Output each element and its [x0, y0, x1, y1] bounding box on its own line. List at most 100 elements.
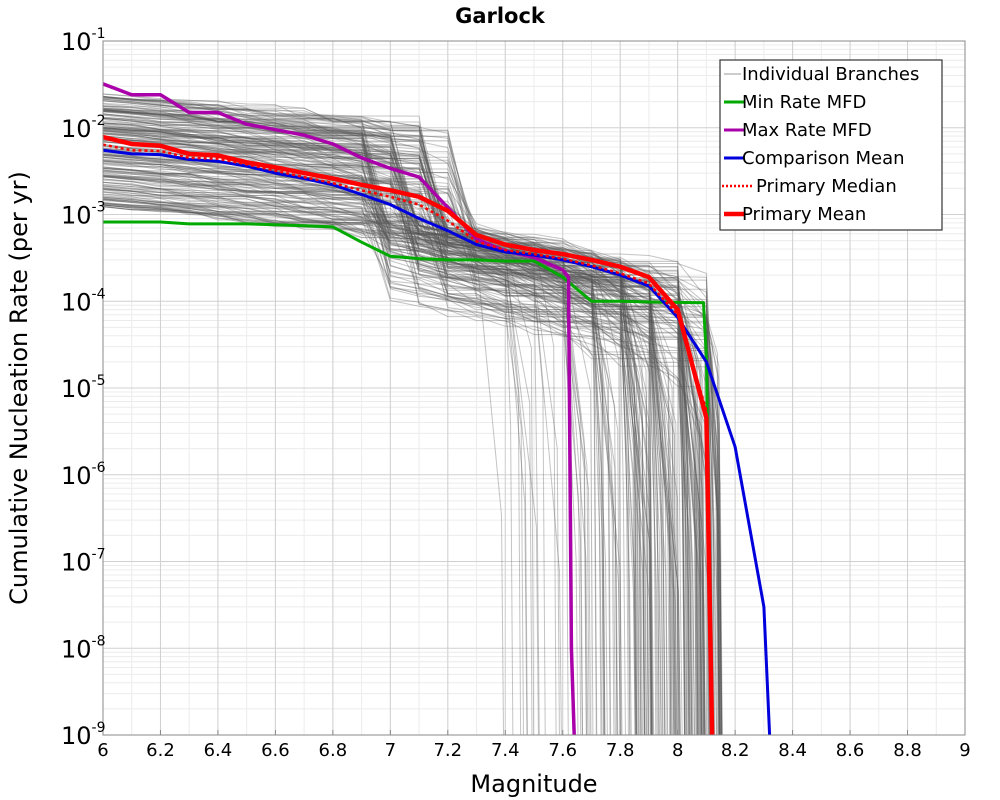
- branch-line: [103, 139, 720, 735]
- branch-line: [103, 205, 720, 735]
- branch-line: [103, 126, 693, 735]
- branch-line: [103, 199, 662, 735]
- branch-line: [103, 184, 693, 735]
- series-min-rate-mfd: [103, 220, 714, 735]
- branch-line: [103, 174, 618, 735]
- branch-line: [103, 129, 705, 735]
- branch-line: [103, 110, 615, 735]
- branch-line: [103, 203, 706, 735]
- branch-line: [103, 156, 708, 735]
- branch-line: [103, 135, 720, 735]
- branch-line: [103, 116, 562, 735]
- branch-line: [103, 109, 666, 735]
- branch-line: [103, 181, 698, 735]
- branch-line: [103, 167, 647, 735]
- branch-line: [103, 98, 690, 735]
- branch-line: [103, 188, 678, 735]
- legend-label: Primary Mean: [742, 204, 866, 225]
- branch-line: [103, 96, 693, 735]
- x-tick-label: 6.8: [319, 740, 348, 761]
- branch-line: [103, 140, 691, 735]
- branch-line: [103, 109, 655, 735]
- branch-line: [103, 201, 645, 735]
- branch-line: [103, 108, 582, 735]
- branch-line: [103, 149, 713, 735]
- branch-line: [103, 110, 701, 735]
- branch-line: [103, 189, 652, 735]
- branch-line: [103, 204, 658, 735]
- summary-series: [103, 82, 772, 735]
- branch-line: [103, 109, 649, 735]
- branch-line: [103, 110, 650, 735]
- branch-line: [103, 109, 638, 735]
- branch-line: [103, 100, 712, 735]
- y-tick-label: 10-7: [61, 547, 106, 577]
- branch-line: [103, 122, 590, 735]
- branch-line: [103, 193, 677, 735]
- branch-line: [103, 181, 673, 735]
- series-max-rate-mfd: [103, 82, 576, 735]
- branch-line: [103, 98, 678, 735]
- branch-line: [103, 130, 602, 735]
- x-tick-label: 8.2: [721, 740, 750, 761]
- branch-line: [103, 127, 646, 735]
- x-tick-label: 6.6: [261, 740, 290, 761]
- branch-line: [103, 204, 606, 735]
- y-tick-label: 10-1: [61, 26, 106, 56]
- branch-line: [103, 130, 705, 735]
- branch-line: [103, 129, 691, 735]
- branch-line: [103, 138, 616, 735]
- branch-line: [103, 162, 703, 735]
- branch-line: [103, 108, 642, 735]
- branch-line: [103, 141, 653, 735]
- x-tick-label: 7.6: [548, 740, 577, 761]
- branch-line: [103, 110, 612, 735]
- branch-line: [103, 136, 645, 735]
- branch-line: [103, 133, 640, 735]
- branch-line: [103, 169, 666, 735]
- branch-line: [103, 128, 626, 735]
- branch-line: [103, 132, 524, 735]
- y-tick-label: 10-8: [61, 633, 106, 663]
- branch-line: [103, 96, 697, 735]
- x-tick-label: 6.2: [146, 740, 175, 761]
- branch-line: [103, 203, 649, 735]
- branch-line: [103, 96, 709, 735]
- branch-line: [103, 125, 657, 735]
- branch-line: [103, 122, 637, 735]
- branch-line: [103, 133, 719, 735]
- branch-line: [103, 153, 660, 735]
- branch-line: [103, 93, 706, 735]
- branch-line: [103, 119, 637, 735]
- series-primary-median: [103, 143, 714, 735]
- branch-line: [103, 114, 639, 735]
- branch-line: [103, 156, 623, 735]
- branch-line: [103, 135, 681, 735]
- branch-line: [103, 122, 711, 735]
- x-tick-label: 8: [672, 740, 683, 761]
- branch-line: [103, 100, 597, 735]
- branch-line: [103, 181, 631, 735]
- branch-line: [103, 160, 686, 735]
- x-tick-label: 8.8: [893, 740, 922, 761]
- branch-line: [103, 178, 604, 735]
- branch-line: [103, 159, 721, 735]
- branch-line: [103, 168, 702, 735]
- x-axis-label: Magnitude: [470, 770, 597, 798]
- branch-line: [103, 100, 681, 735]
- x-tick-label: 7.8: [606, 740, 635, 761]
- y-tick-label: 10-4: [61, 286, 106, 316]
- branch-line: [103, 204, 686, 735]
- x-tick-label: 7.4: [491, 740, 520, 761]
- branch-line: [103, 120, 664, 735]
- branch-line: [103, 110, 722, 735]
- branch-line: [103, 199, 721, 735]
- branch-line: [103, 198, 636, 735]
- branch-line: [103, 141, 722, 735]
- y-tick-label: 10-5: [61, 373, 106, 403]
- y-tick-label: 10-6: [61, 460, 106, 490]
- x-tick-label: 8.6: [836, 740, 865, 761]
- branch-line: [103, 132, 706, 735]
- branch-line: [103, 160, 671, 735]
